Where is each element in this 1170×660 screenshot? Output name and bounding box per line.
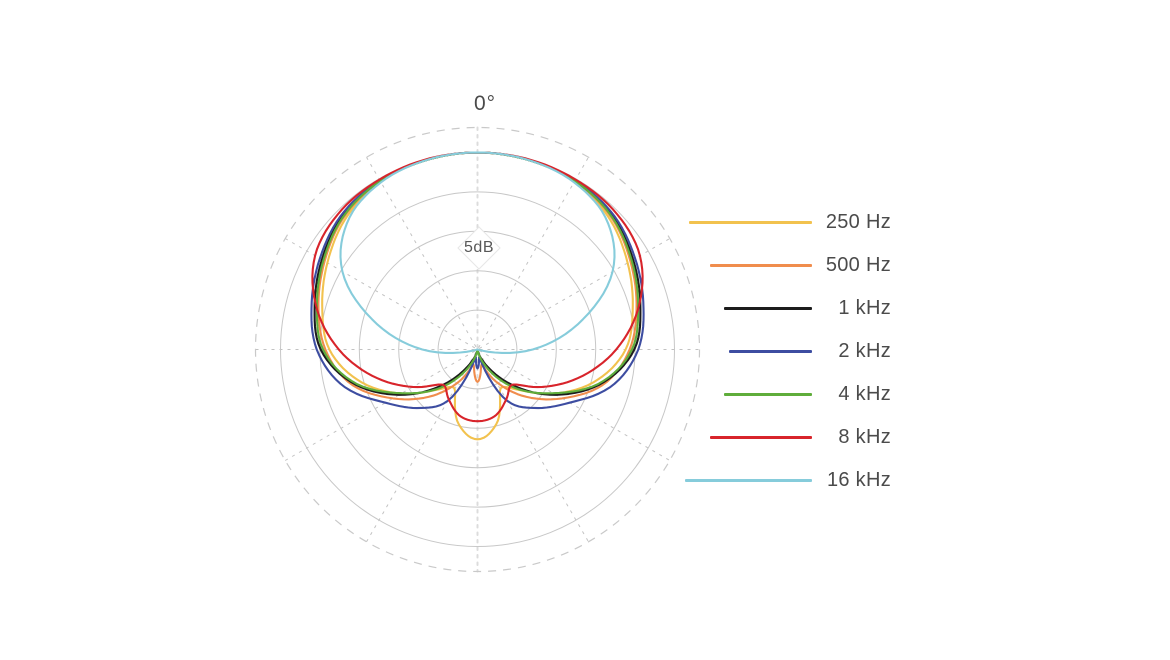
legend-item-8khz: 8 kHz bbox=[600, 424, 1170, 450]
legend-label: 4 kHz bbox=[838, 383, 891, 405]
legend-item-2khz: 2 kHz bbox=[600, 338, 1170, 364]
legend-label: 8 kHz bbox=[838, 426, 891, 448]
legend-swatch-line bbox=[689, 220, 812, 224]
legend-swatch-line bbox=[685, 478, 812, 482]
legend-swatch-line bbox=[710, 263, 812, 267]
legend-label: 2 kHz bbox=[838, 340, 891, 362]
legend-label: 16 kHz bbox=[826, 469, 891, 491]
db-scale-label: 5dB bbox=[464, 239, 494, 256]
legend-label: 250 Hz bbox=[825, 211, 891, 233]
legend-label: 1 kHz bbox=[838, 297, 891, 319]
legend-item-16khz: 16 kHz bbox=[600, 467, 1170, 493]
legend-item-1khz: 1 kHz bbox=[600, 295, 1170, 321]
legend-swatch-line bbox=[710, 435, 812, 439]
legend: 250 Hz 500 Hz 1 kHz 2 kHz 4 kHz 8 kHz 16… bbox=[600, 0, 1170, 660]
legend-swatch-line bbox=[729, 349, 812, 353]
legend-swatch-line bbox=[724, 392, 812, 396]
legend-item-500hz: 500 Hz bbox=[600, 252, 1170, 278]
legend-label: 500 Hz bbox=[825, 254, 891, 276]
legend-item-250hz: 250 Hz bbox=[600, 209, 1170, 235]
angle-zero-label: 0° bbox=[473, 92, 497, 115]
legend-item-4khz: 4 kHz bbox=[600, 381, 1170, 407]
legend-swatch-line bbox=[724, 306, 812, 310]
